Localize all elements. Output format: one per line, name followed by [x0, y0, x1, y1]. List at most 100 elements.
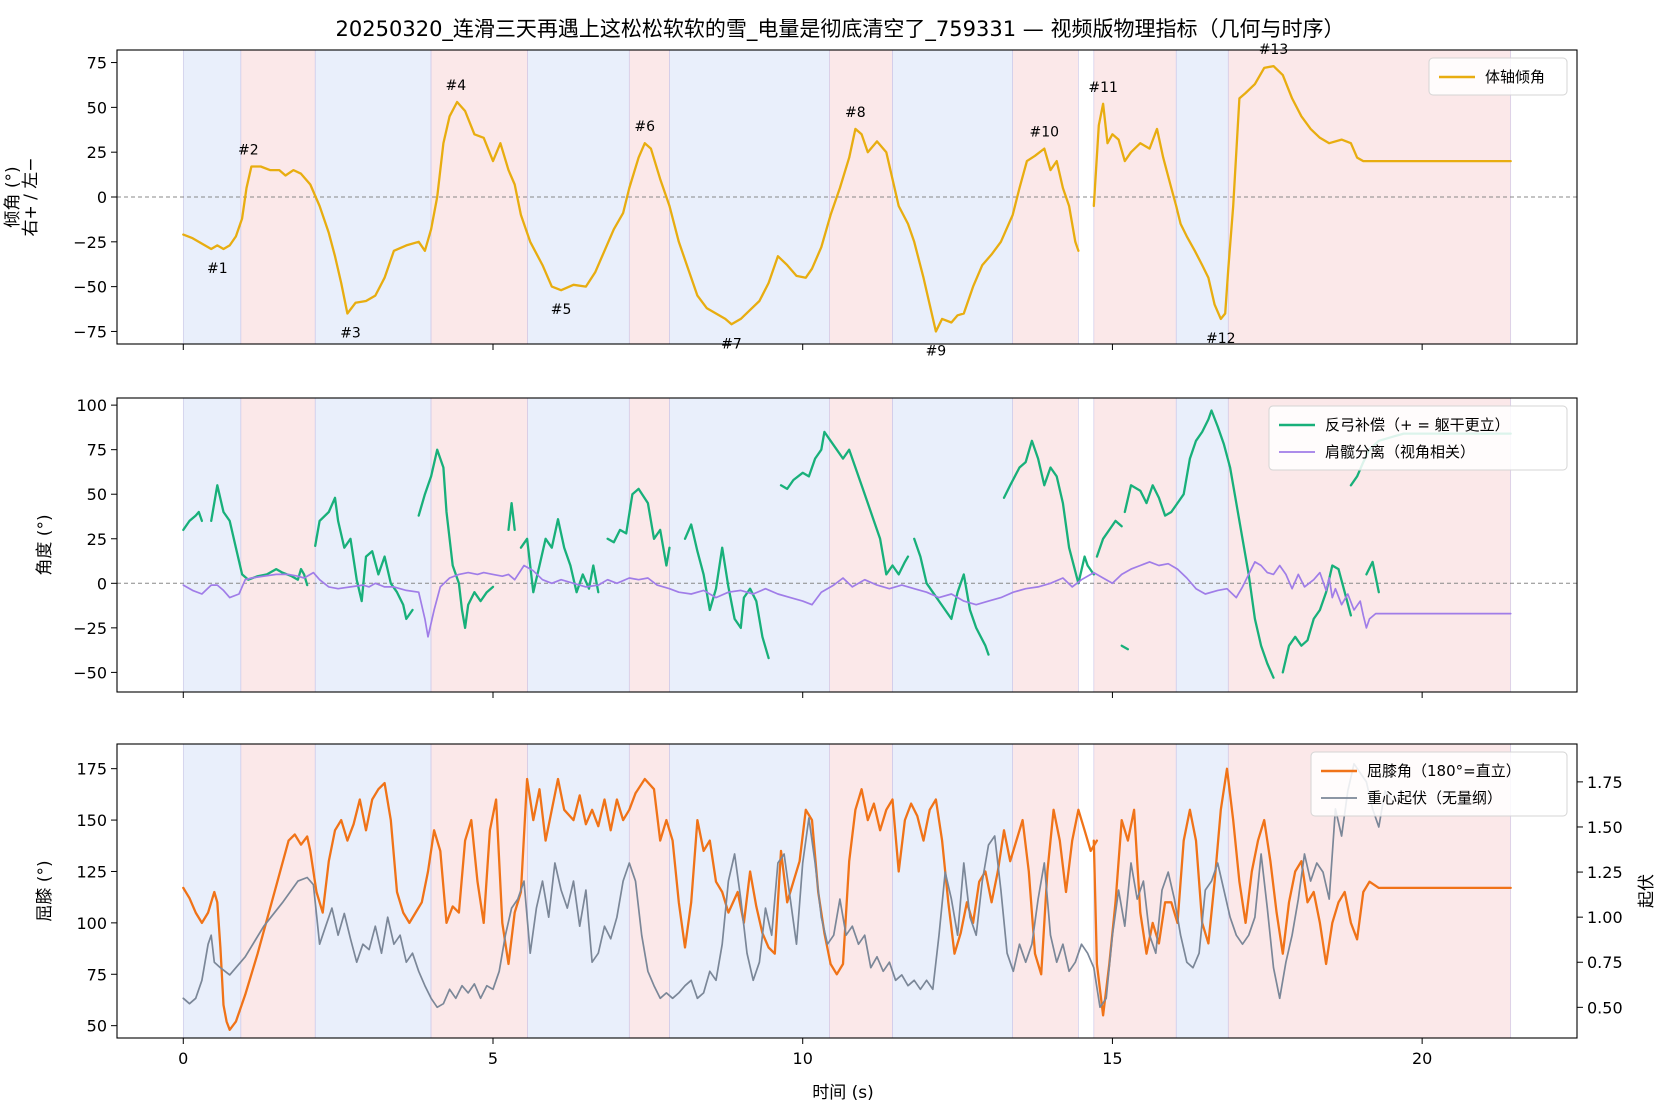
y2-tick-label: 0.75 — [1587, 953, 1623, 972]
legend-box — [1428, 57, 1568, 96]
peak-label: #11 — [1088, 80, 1118, 96]
x-axis-label: 时间 (s) — [812, 1083, 874, 1103]
y-tick-label: 25 — [87, 143, 107, 162]
x-tick-label: 5 — [488, 1049, 498, 1068]
x-tick-label: 20 — [1412, 1049, 1432, 1068]
y-tick-label: 25 — [87, 530, 107, 549]
phase-band — [892, 743, 1013, 1039]
y2-tick-label: 1.00 — [1587, 908, 1623, 927]
y-tick-label: 0 — [97, 188, 107, 207]
series-line — [507, 501, 516, 532]
series-line — [1002, 439, 1095, 585]
legend-label: 反弓补偿（+ = 躯干更立） — [1325, 416, 1510, 434]
y-tick-label: −75 — [73, 322, 107, 341]
peak-label: #10 — [1030, 125, 1060, 141]
panel-knee: 0 5 10 15 20 50 75 100 125 150 175 屈膝 (°) 0.50 0.75 1.… — [35, 743, 1657, 1068]
phase-band — [314, 397, 432, 693]
y-tick-label: 50 — [87, 1017, 107, 1036]
phase-band — [669, 743, 830, 1039]
axes-frame — [116, 743, 1578, 1039]
phase-band — [527, 743, 630, 1039]
phase-band — [1093, 397, 1177, 693]
y2-tick-label: 1.75 — [1587, 773, 1623, 792]
peak-label: #3 — [340, 326, 361, 342]
series-line — [1092, 64, 1512, 321]
series-line — [683, 523, 770, 660]
phase-band — [892, 397, 1013, 693]
y-axis-label: 倾角 (°) — [3, 166, 23, 227]
y2-tick-label: 0.50 — [1587, 998, 1623, 1017]
peak-label: #5 — [551, 302, 572, 318]
y-tick-label: 100 — [76, 396, 107, 415]
series-line — [182, 510, 204, 532]
phase-band — [628, 743, 670, 1039]
y-tick-label: 75 — [87, 965, 107, 984]
y-axis-label: 角度 (°) — [35, 514, 55, 575]
series-line — [606, 487, 671, 567]
series-line — [1095, 519, 1123, 558]
peak-label: #9 — [926, 343, 947, 359]
phase-band — [1175, 397, 1229, 693]
y2-tick-label: 1.25 — [1587, 863, 1623, 882]
axes-frame — [116, 397, 1578, 693]
series-line — [417, 448, 495, 630]
phase-band — [1012, 397, 1079, 693]
legend-box — [1268, 405, 1568, 471]
phase-band — [240, 397, 316, 693]
y-tick-label: 0 — [97, 574, 107, 593]
y-tick-label: 75 — [87, 54, 107, 73]
y-tick-label: −50 — [73, 278, 107, 297]
phase-band — [1175, 743, 1229, 1039]
y-tick-label: 75 — [87, 441, 107, 460]
phase-band — [829, 397, 893, 693]
y-tick-label: 100 — [76, 914, 107, 933]
y-axis-label: 屈膝 (°) — [35, 860, 55, 921]
y2-axis-label: 起伏 — [1637, 874, 1657, 908]
phase-band — [314, 743, 432, 1039]
y2-tick-label: 1.50 — [1587, 818, 1623, 837]
y-tick-label: 50 — [87, 98, 107, 117]
chart-title: 20250320_连滑三天再遇上这松松软软的雪_电量是彻底清空了_759331 … — [336, 17, 1345, 42]
phase-band — [829, 743, 893, 1039]
series-line — [1365, 560, 1380, 594]
legend-label: 屈膝角（180°=直立） — [1367, 762, 1521, 780]
series-line — [210, 484, 309, 587]
peak-label: #4 — [446, 78, 467, 94]
y-tick-label: 50 — [87, 485, 107, 504]
y-tick-label: −25 — [73, 233, 107, 252]
phase-band — [182, 397, 242, 693]
panel-angles: −50 −25 0 25 50 75 100 角度 (°) 反弓补偿（+ = 躯干更立） 肩髋分离… — [35, 396, 1578, 698]
peak-label: #12 — [1206, 331, 1236, 347]
series-line — [1092, 767, 1512, 1017]
x-tick-label: 10 — [793, 1049, 813, 1068]
y-tick-label: 175 — [76, 760, 107, 779]
legend-label: 肩髋分离（视角相关） — [1325, 443, 1475, 461]
series-line — [182, 561, 1512, 638]
peak-label: #8 — [845, 105, 866, 121]
legend-box — [1310, 751, 1568, 817]
phase-band — [430, 397, 528, 693]
series-line — [182, 100, 1080, 333]
y-tick-label: −25 — [73, 619, 107, 638]
panel-tilt: #1#2#3#4#5#6#7#8#9#10#11#12#13−75−50−250… — [3, 42, 1578, 359]
y-tick-label: 125 — [76, 862, 107, 881]
y-tick-label: −50 — [73, 663, 107, 682]
y-axis-label: 右+ / 左− — [21, 157, 41, 236]
legend-label: 体轴倾角 — [1485, 68, 1545, 86]
series-line — [182, 777, 1099, 1031]
series-line — [779, 430, 910, 576]
x-tick-label: 15 — [1102, 1049, 1122, 1068]
phase-band — [527, 397, 630, 693]
peak-label: #2 — [238, 143, 259, 159]
series-line — [1120, 644, 1130, 651]
legend-label: 重心起伏（无量纲） — [1367, 789, 1502, 807]
phase-band — [430, 49, 528, 345]
series-line — [1281, 564, 1353, 674]
series-line — [913, 537, 990, 656]
x-tick-label: 0 — [178, 1049, 188, 1068]
phase-band — [240, 743, 316, 1039]
y-tick-label: 150 — [76, 811, 107, 830]
series-line — [182, 762, 1393, 1009]
peak-label: #6 — [634, 119, 655, 135]
